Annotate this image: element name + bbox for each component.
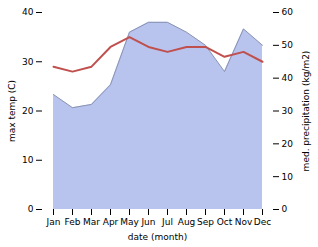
svg-text:30: 30 (22, 57, 34, 67)
svg-text:May: May (120, 217, 139, 227)
svg-text:Jan: Jan (46, 217, 61, 227)
svg-text:20: 20 (22, 106, 34, 116)
svg-text:Apr: Apr (103, 217, 119, 227)
svg-text:Sep: Sep (197, 217, 214, 227)
svg-text:20: 20 (282, 139, 294, 149)
svg-text:40: 40 (22, 7, 34, 17)
svg-text:med. precipitation (kg/m2): med. precipitation (kg/m2) (301, 51, 311, 172)
svg-text:30: 30 (282, 106, 294, 116)
svg-text:60: 60 (282, 7, 294, 17)
svg-text:Jun: Jun (140, 217, 155, 227)
svg-text:Mar: Mar (83, 217, 100, 227)
svg-text:Feb: Feb (65, 217, 81, 227)
svg-text:50: 50 (282, 40, 294, 50)
svg-text:40: 40 (282, 73, 294, 83)
svg-text:Oct: Oct (217, 217, 233, 227)
svg-text:0: 0 (28, 204, 34, 214)
svg-text:Aug: Aug (178, 217, 196, 227)
svg-text:Jul: Jul (161, 217, 173, 227)
svg-text:10: 10 (22, 155, 34, 165)
svg-text:date (month): date (month) (128, 232, 187, 242)
svg-text:0: 0 (282, 204, 288, 214)
svg-text:max temp (C): max temp (C) (7, 80, 17, 142)
svg-text:Nov: Nov (235, 217, 253, 227)
svg-text:Dec: Dec (254, 217, 271, 227)
svg-text:10: 10 (282, 172, 294, 182)
